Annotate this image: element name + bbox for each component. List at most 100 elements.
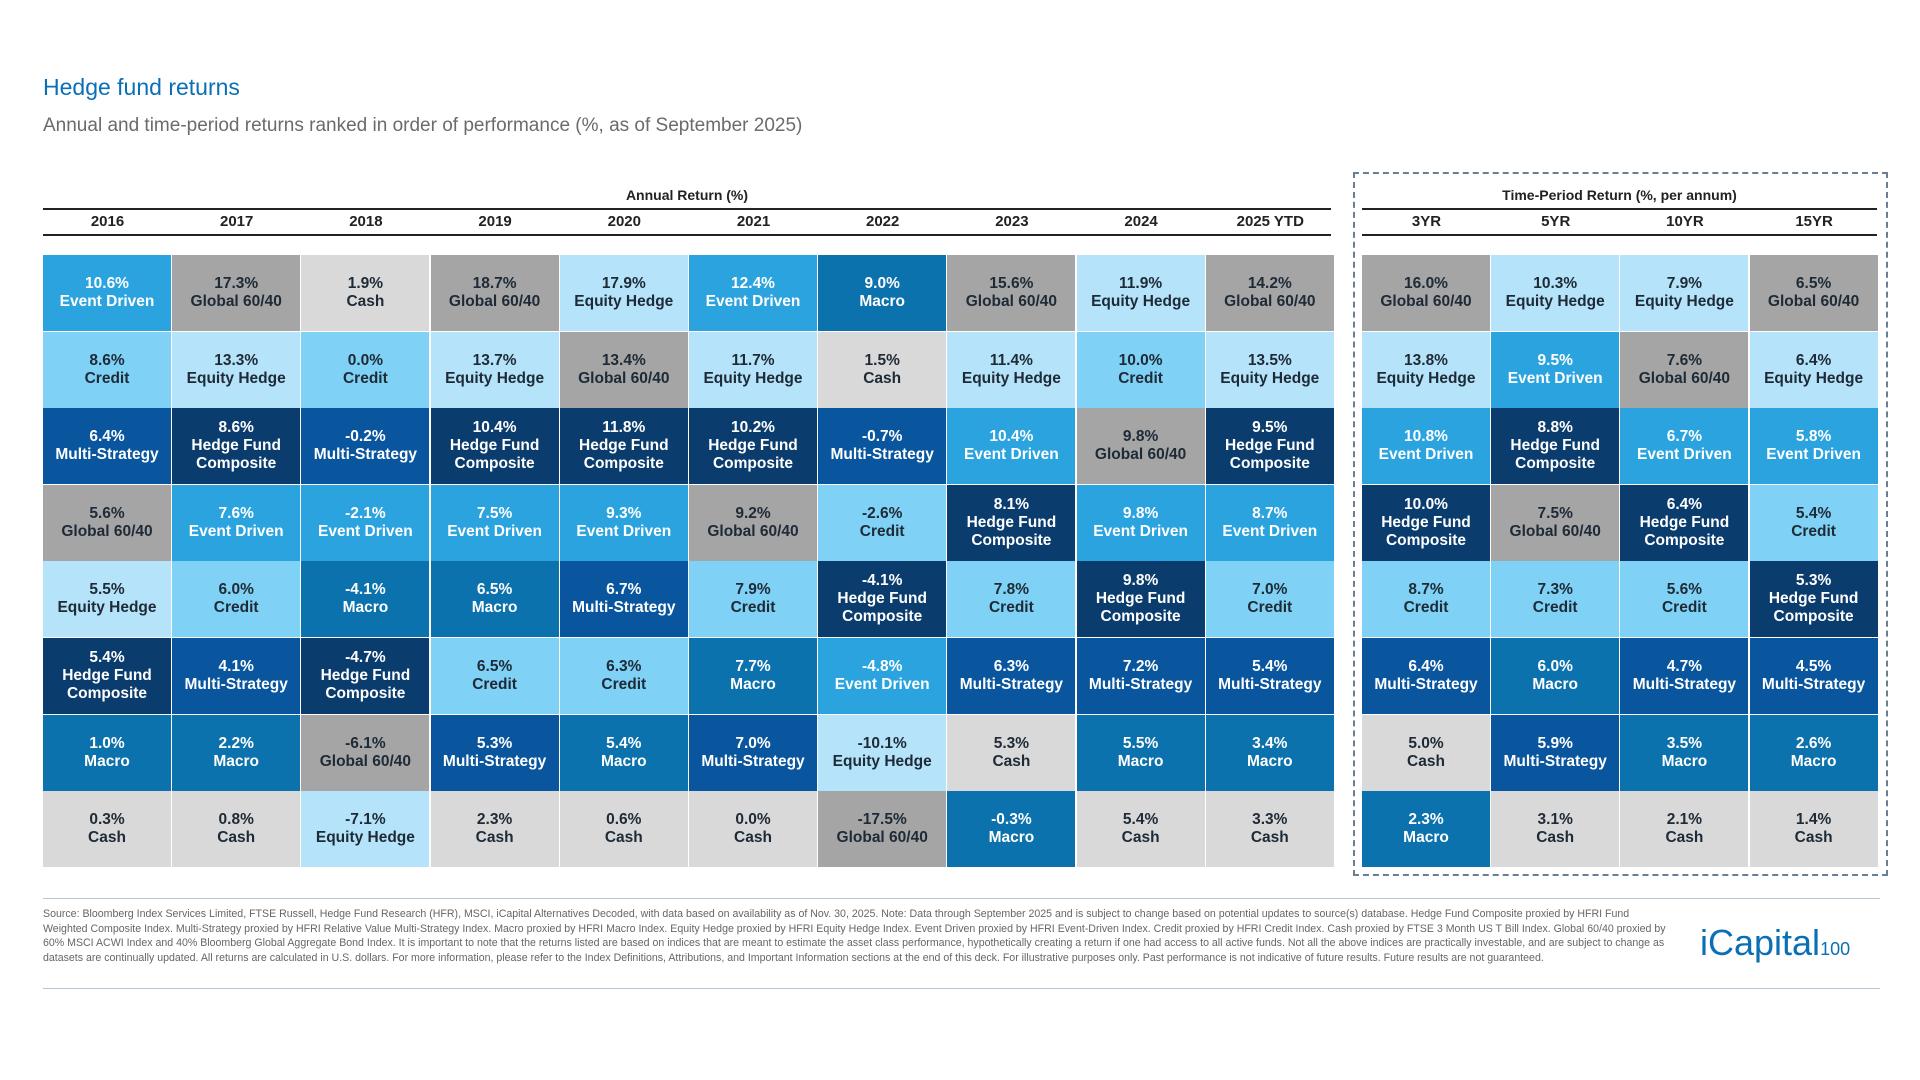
cell-value: 8.8%: [1537, 419, 1573, 437]
cell-label: Hedge Fund Composite: [191, 437, 281, 473]
cell-value: 17.3%: [214, 275, 259, 292]
cell: 4.1% Multi-Strategy: [172, 638, 301, 714]
cell-label: Multi-Strategy: [572, 599, 676, 617]
cell-value: 9.0%: [864, 275, 900, 292]
cell-value: -10.1%: [857, 734, 907, 752]
cell: 0.3% Cash: [43, 791, 171, 868]
column-header: 2021: [736, 213, 771, 230]
cell-label: Hedge Fund Composite: [1381, 513, 1471, 549]
cell-value: 4.7%: [1666, 658, 1703, 675]
cell-label: Equity Hedge: [57, 599, 157, 617]
cell-value: 2.3%: [1408, 811, 1444, 829]
cell: 6.4% Multi-Strategy: [43, 408, 171, 485]
cell: 13.4% Global 60/40: [559, 331, 688, 408]
cell: 5.4% Credit: [1749, 484, 1878, 561]
cell: 7.3% Credit: [1491, 561, 1620, 638]
cell: 11.7% Equity Hedge: [689, 331, 817, 408]
cell-label: Event Driven: [188, 522, 284, 540]
column-header: 2025 YTD: [1236, 213, 1304, 230]
cell-label: Hedge Fund Composite: [966, 513, 1057, 549]
cell-label: Macro: [600, 752, 647, 770]
cell: -4.8% Event Driven: [818, 638, 947, 714]
cell-label: Macro: [1532, 676, 1579, 693]
cell-value: 7.2%: [1122, 658, 1159, 675]
cell-value: 3.4%: [1252, 734, 1288, 752]
cell: 7.6% Global 60/40: [1620, 331, 1749, 408]
cell-label: Credit: [1403, 599, 1449, 617]
cell-label: Cash: [863, 369, 902, 387]
cell-value: 10.0%: [1404, 495, 1448, 513]
cell-label: Cash: [475, 829, 514, 847]
cell-label: Hedge Fund Composite: [837, 590, 927, 626]
cell-label: Equity Hedge: [1220, 369, 1320, 387]
cell: 2.6% Macro: [1749, 714, 1878, 791]
cell: -17.5% Global 60/40: [818, 791, 947, 868]
cell: 1.5% Cash: [818, 331, 947, 408]
cell-label: Equity Hedge: [961, 369, 1061, 387]
cell: 4.5% Multi-Strategy: [1749, 638, 1878, 714]
rule: [43, 988, 1880, 989]
cell-value: 6.4%: [89, 428, 125, 446]
cell-label: Multi-Strategy: [55, 446, 159, 464]
cell-value: 13.7%: [472, 351, 517, 369]
cell-label: Equity Hedge: [1764, 369, 1864, 387]
cell-label: Credit: [1661, 599, 1707, 617]
cell-label: Macro: [730, 676, 776, 693]
cell-value: 13.5%: [1247, 351, 1292, 369]
cell-value: 5.5%: [89, 581, 125, 599]
cell: 6.7% Event Driven: [1620, 408, 1749, 485]
cell: 9.5% Hedge Fund Composite: [1205, 408, 1334, 485]
column-header: 5YR: [1541, 213, 1571, 230]
cell: 6.4% Hedge Fund Composite: [1620, 484, 1749, 561]
rule: [43, 208, 1331, 210]
cell: 5.9% Multi-Strategy: [1491, 714, 1620, 791]
cell-label: Hedge Fund Composite: [1510, 437, 1600, 473]
cell-value: -4.7%: [345, 649, 386, 666]
cell-value: 5.8%: [1795, 428, 1832, 446]
cell-label: Multi-Strategy: [959, 676, 1064, 693]
cell-label: Global 60/40: [448, 293, 541, 310]
cell-label: Global 60/40: [965, 293, 1058, 310]
cell-value: 0.0%: [347, 351, 384, 369]
cell: 2.2% Macro: [172, 714, 301, 791]
cell-label: Cash: [217, 829, 256, 847]
cell-value: 13.3%: [214, 351, 259, 369]
cell-label: Equity Hedge: [574, 293, 674, 310]
cell: 6.3% Multi-Strategy: [947, 638, 1076, 714]
cell: 5.6% Credit: [1620, 561, 1749, 638]
cell-value: 3.5%: [1666, 734, 1703, 752]
column-header: 2019: [478, 213, 512, 230]
cell-value: 5.6%: [89, 504, 125, 522]
cell: 9.0% Macro: [818, 255, 947, 331]
cell: 5.4% Hedge Fund Composite: [43, 638, 171, 714]
cell-value: 9.8%: [1122, 504, 1159, 522]
column-header: 2020: [607, 213, 641, 230]
column-header: 2018: [349, 213, 383, 230]
cell-label: Macro: [859, 293, 906, 310]
cell-label: Credit: [1247, 599, 1293, 617]
cell: 3.4% Macro: [1205, 714, 1334, 791]
cell: 14.2% Global 60/40: [1205, 255, 1334, 331]
cell-value: -0.2%: [345, 428, 386, 446]
cell-value: 17.9%: [601, 275, 646, 292]
cell: 9.5% Event Driven: [1491, 331, 1620, 408]
cell-value: 7.5%: [1537, 504, 1573, 522]
cell: 8.7% Credit: [1362, 561, 1490, 638]
cell-value: 7.8%: [993, 581, 1030, 599]
cell: -4.1% Hedge Fund Composite: [818, 561, 947, 638]
cell-value: 7.6%: [1666, 351, 1703, 369]
cell-value: 7.0%: [1252, 581, 1288, 599]
cell-label: Global 60/40: [1224, 293, 1316, 310]
cell: 5.4% Multi-Strategy: [1205, 638, 1334, 714]
cell-label: Global 60/40: [190, 293, 282, 310]
cell-value: 14.2%: [1247, 275, 1292, 292]
cell-label: Macro: [1661, 752, 1708, 770]
cell: 12.4% Event Driven: [689, 255, 817, 331]
cell-label: Multi-Strategy: [1632, 676, 1737, 693]
cell: 6.0% Credit: [172, 561, 301, 638]
cell-value: 9.8%: [1122, 572, 1159, 590]
cell-label: Cash: [1794, 829, 1833, 847]
cell-value: 10.4%: [472, 419, 517, 437]
cell-value: 5.4%: [1122, 811, 1159, 829]
